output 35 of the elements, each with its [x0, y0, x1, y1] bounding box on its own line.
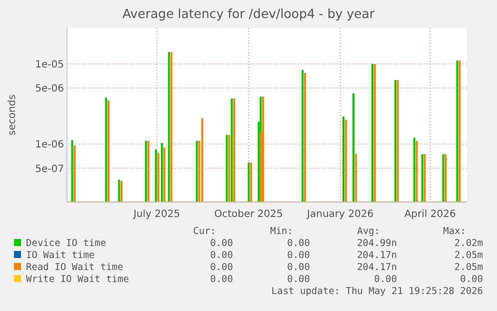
text: 2.05m: [454, 262, 484, 273]
text: 0.00: [460, 274, 484, 285]
x-tick-label: October 2025: [214, 209, 283, 220]
text: Last update: Thu May 21 19:25:28 2026: [271, 286, 484, 297]
x-tick-label: July 2025: [132, 209, 180, 220]
legend-label: Device IO time: [26, 238, 106, 249]
y-tick-label: 5e-07: [35, 164, 64, 175]
text: 0.00: [374, 274, 398, 285]
text: 2.05m: [454, 250, 484, 261]
text: 0.00: [287, 250, 310, 261]
y-tick-label: 5e-06: [35, 84, 64, 95]
text: Min:: [270, 226, 293, 237]
text: 0.00: [210, 274, 234, 285]
y-axis-title: seconds: [7, 94, 18, 136]
text: 204.99n: [356, 238, 397, 249]
text: 0.00: [287, 238, 310, 249]
text: 0.00: [210, 262, 234, 273]
text: Max:: [443, 226, 466, 237]
x-tick-label: January 2026: [306, 209, 374, 220]
y-tick-label: 1e-06: [35, 140, 64, 151]
text: 0.00: [210, 250, 234, 261]
text: 0.00: [210, 238, 234, 249]
y-tick-label: 1e-05: [35, 59, 64, 70]
text: 0.00: [287, 274, 310, 285]
text: 204.17n: [356, 262, 397, 273]
chart-title: Average latency for /dev/loop4 - by year: [122, 6, 376, 21]
legend-label: Read IO Wait time: [26, 262, 124, 273]
legend-label: Write IO Wait time: [26, 274, 130, 285]
text: Avg:: [357, 226, 380, 237]
x-tick-label: April 2026: [404, 209, 456, 220]
text: Cur:: [193, 226, 216, 237]
text: 0.00: [287, 262, 310, 273]
text: 204.17n: [356, 250, 397, 261]
legend-label: IO Wait time: [26, 250, 95, 261]
text: 2.02m: [454, 238, 484, 249]
